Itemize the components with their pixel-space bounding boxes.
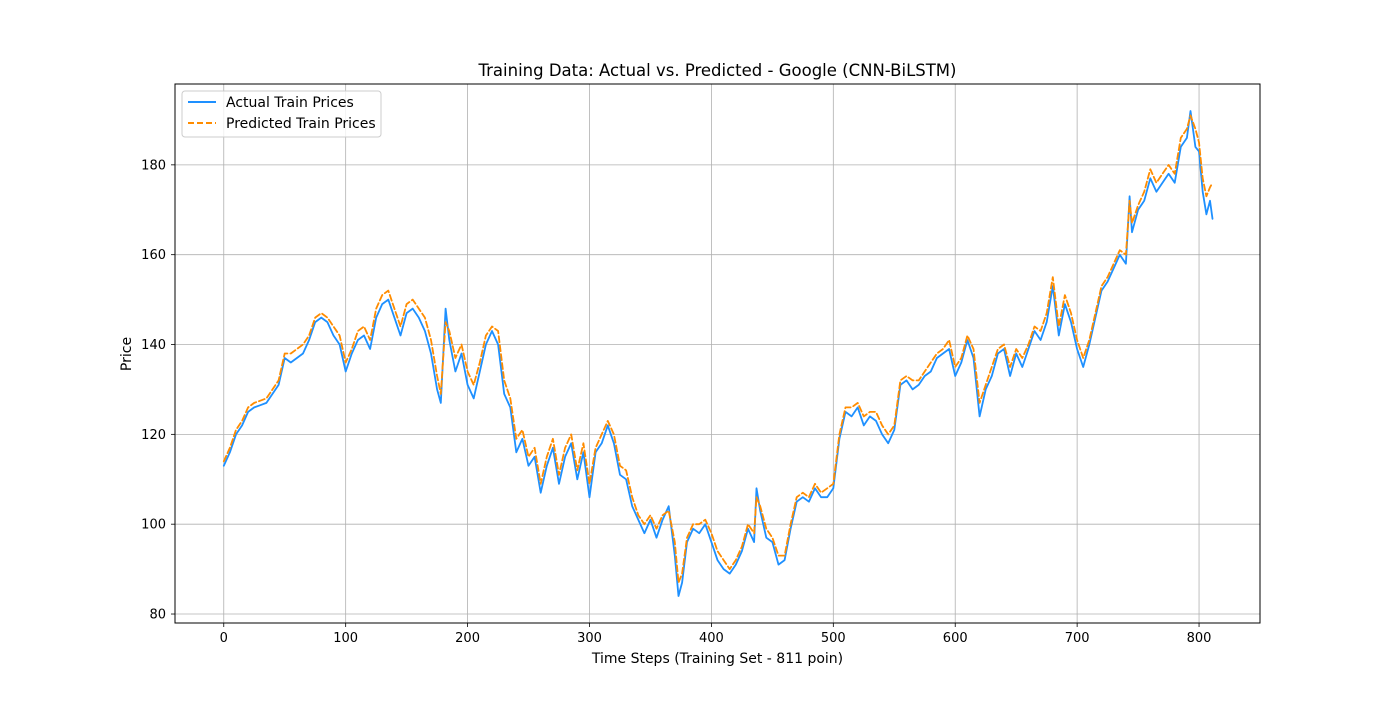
plot-frame	[174, 83, 1261, 624]
series-line-predicted	[222, 114, 1214, 584]
y-tick-label: 180	[141, 158, 166, 173]
x-tick-label: 600	[943, 631, 968, 646]
legend-box	[181, 90, 382, 138]
x-tick-label: 500	[821, 631, 846, 646]
x-tick-label: 400	[699, 631, 724, 646]
legend: Actual Train Prices Predicted Train Pric…	[181, 90, 382, 138]
y-tick-label: 160	[141, 248, 166, 263]
series-lines	[222, 110, 1214, 597]
x-tick-label: 0	[220, 631, 228, 646]
x-tick-label: 100	[333, 631, 358, 646]
axis-ticks: 0 100 200 300 400 500 600 700 800 80 100 120 140 160 1…	[141, 158, 1211, 646]
chart-title: Training Data: Actual vs. Predicted - Go…	[477, 61, 956, 80]
y-axis-label: Price	[119, 337, 135, 371]
y-tick-label: 80	[149, 608, 166, 623]
legend-label-actual: Actual Train Prices	[226, 95, 354, 111]
y-tick-label: 100	[141, 518, 166, 533]
x-tick-label: 700	[1065, 631, 1090, 646]
grid-lines	[175, 84, 1260, 623]
x-tick-label: 800	[1187, 631, 1212, 646]
x-tick-label: 300	[577, 631, 602, 646]
legend-label-predicted: Predicted Train Prices	[226, 116, 376, 132]
x-tick-label: 200	[455, 631, 480, 646]
series-line-actual	[222, 110, 1214, 597]
y-tick-label: 140	[141, 338, 166, 353]
y-tick-label: 120	[141, 428, 166, 443]
x-axis-label: Time Steps (Training Set - 811 poin)	[591, 651, 843, 667]
